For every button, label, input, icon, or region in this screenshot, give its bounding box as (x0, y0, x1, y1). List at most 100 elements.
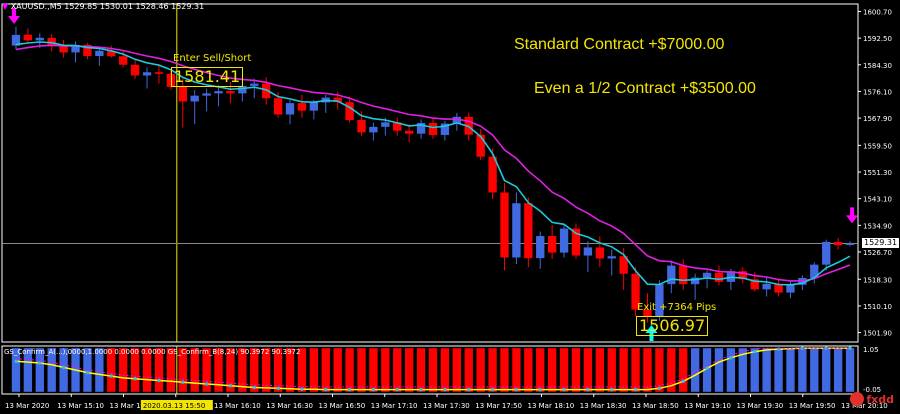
candle-body (404, 130, 414, 134)
y-tick-label: 1526.70 (863, 249, 892, 257)
indicator-dot (276, 386, 280, 391)
candle-body (83, 44, 92, 56)
y-tick-label: 1518.30 (863, 276, 892, 284)
indicator-bar (571, 348, 581, 392)
down-arrow-icon: ▼ (2, 2, 9, 11)
x-tick-label: 13 Mar 16:50 (319, 402, 366, 410)
candle-body (762, 283, 771, 290)
indicator-bar (262, 348, 271, 392)
x-tick-label: 13 Mar 16:10 (214, 402, 261, 410)
candle-body (786, 284, 795, 293)
candle-body (416, 122, 426, 134)
indicator-dot (800, 346, 805, 350)
indicator-frame (1, 345, 859, 395)
x-tick-label: 13 Mar 18:10 (528, 402, 575, 410)
candle-body (190, 95, 199, 102)
candle-body (309, 102, 319, 111)
indicator-dot (324, 387, 328, 392)
y-tick-label: 1576.10 (863, 88, 892, 96)
y-tick-label: 1543.10 (863, 196, 892, 204)
candle-body (690, 277, 700, 285)
indicator-bar (226, 348, 235, 392)
indicator-dot (538, 387, 542, 392)
indicator-bar (595, 348, 604, 392)
indicator-bar (309, 348, 319, 392)
candle-body (750, 279, 759, 290)
ma-slow-line (15, 44, 851, 282)
indicator-bar (738, 348, 747, 392)
indicator-bar (166, 348, 176, 392)
candle-body (607, 256, 616, 259)
indicator-bar (833, 348, 843, 392)
indicator-bar (11, 348, 21, 392)
indicator-bar (536, 348, 545, 392)
candle-body (166, 73, 176, 87)
candle-body (667, 265, 676, 285)
indicator-bar (178, 348, 187, 392)
indicator-bar (404, 348, 414, 392)
indicator-line-a (15, 347, 850, 391)
candle-body (273, 98, 283, 115)
indicator-bar (774, 348, 783, 392)
candle-body (202, 93, 211, 96)
exit-price-box: 1506.97 (636, 316, 709, 336)
indicator-dot (38, 361, 42, 365)
indicator-dot (85, 370, 90, 375)
candle-body (214, 91, 223, 94)
x-tick-label: 13 Mar 17:50 (475, 402, 522, 410)
indicator-bar (667, 348, 676, 392)
indicator-bar (786, 348, 795, 392)
indicator-bar (190, 348, 199, 392)
candle-body (428, 122, 438, 135)
short-signal-arrow-start (8, 8, 20, 24)
main-plot-frame (1, 3, 859, 343)
indicator-scale-label: -0.05 (863, 386, 881, 394)
indicator-dot (14, 359, 18, 363)
indicator-bar (845, 348, 855, 392)
symbol-header-text: XAUUSD.,M5 1529.85 1530.01 1528.46 1529.… (10, 2, 205, 11)
current-price-tag: 1529.31 (862, 238, 900, 249)
candle-body (119, 56, 128, 65)
x-tick-label: 13 Mar 20:10 (841, 402, 888, 410)
indicator-dot (705, 366, 709, 370)
indicator-dot (133, 377, 137, 381)
indicator-bar (273, 348, 283, 392)
candle-body (285, 103, 295, 115)
candle-body (262, 83, 271, 99)
indicator-bar (285, 348, 295, 392)
indicator-bar (23, 348, 33, 392)
watermark-logo-icon (850, 392, 865, 406)
candle-body (369, 126, 378, 133)
x-tick-label: 13 Mar 15:30 (110, 402, 157, 410)
candle-body (35, 37, 44, 41)
indicator-bar (750, 348, 759, 392)
x-tick-label: 13 Mar 2020 (5, 402, 49, 410)
x-tick-label: 13 Mar 17:30 (423, 402, 470, 410)
candle-body (333, 97, 342, 103)
indicator-dot (610, 387, 614, 392)
x-tick-label: 13 Mar 17:10 (371, 402, 418, 410)
indicator-dot (824, 346, 828, 350)
candle-body (178, 86, 187, 102)
candle-body (71, 44, 80, 53)
candle-body (679, 265, 688, 285)
candle-body (655, 284, 664, 316)
candle-body (23, 34, 33, 41)
indicator-dot (467, 387, 471, 392)
indicator-bar (464, 348, 473, 392)
x-tick-label: 13 Mar 19:30 (737, 402, 784, 410)
candle-body (440, 123, 450, 135)
candle-body (488, 156, 497, 193)
indicator-bar (822, 348, 831, 392)
indicator-bar (333, 348, 342, 392)
indicator-dot (204, 382, 209, 386)
indicator-bar (583, 348, 593, 392)
indicator-bar (559, 348, 569, 392)
x-tick-label: 13 Mar 19:50 (789, 402, 836, 410)
watermark: fxdd (850, 392, 894, 406)
indicator-bar (524, 348, 533, 392)
candle-body (142, 72, 152, 76)
candle-body (822, 241, 831, 265)
candle-body (631, 273, 640, 310)
